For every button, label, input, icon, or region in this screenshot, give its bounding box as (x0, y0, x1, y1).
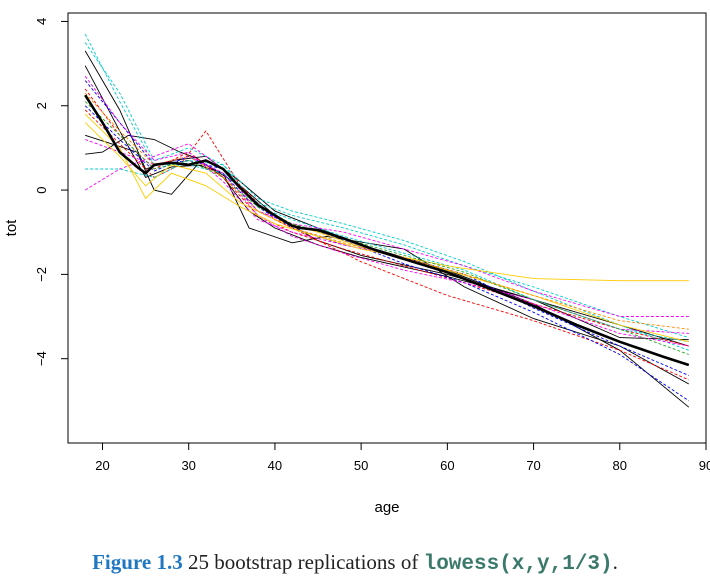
x-axis: 20 30 40 50 60 70 80 90 (95, 442, 710, 473)
x-tick-label-30: 30 (181, 458, 195, 473)
replicate-line-13 (84, 75, 689, 347)
x-tick-label-70: 70 (526, 458, 540, 473)
x-tick-label-80: 80 (613, 458, 627, 473)
y-tick-label-2: 2 (34, 102, 49, 109)
replicate-line-12 (84, 143, 689, 317)
replicate-line-9 (84, 33, 689, 339)
replicate-line-7 (84, 105, 690, 402)
replicate-line-15 (84, 113, 689, 282)
replicate-line-10 (84, 42, 689, 351)
caption-text: 25 bootstrap replications of (187, 550, 419, 574)
replicate-line-14 (85, 139, 689, 334)
x-tick-label-20: 20 (95, 458, 109, 473)
main-lowess-fit (84, 94, 690, 367)
caption-label: Figure 1.3 (92, 550, 183, 574)
x-tick-label-50: 50 (354, 458, 368, 473)
replicate-line-18 (84, 92, 689, 330)
replicate-line-11 (85, 160, 689, 343)
chart: 20 30 40 50 60 70 80 90 −4 −2 0 2 4 age tot (3, 12, 710, 516)
main-fit-line (84, 94, 690, 367)
y-axis: −4 −2 0 2 4 (34, 18, 69, 366)
y-tick-label-4: 4 (34, 18, 49, 25)
y-tick-label--2: −2 (34, 267, 49, 282)
y-tick-label-0: 0 (34, 186, 49, 193)
plot-frame (67, 12, 707, 444)
replicate-line-17 (84, 101, 689, 355)
figure-caption: Figure 1.3 25 bootstrap replications of … (0, 550, 710, 576)
replicate-line-4 (85, 134, 690, 385)
replicate-line-1 (84, 50, 690, 408)
y-axis-title: tot (3, 219, 20, 237)
x-tick-label-60: 60 (440, 458, 454, 473)
x-tick-label-90: 90 (699, 458, 710, 473)
bootstrap-replicates (84, 33, 690, 408)
caption-code: lowess(x,y,1/3) (423, 553, 613, 576)
replicate-line-6 (84, 88, 689, 347)
caption-end: . (612, 550, 618, 574)
x-tick-label-40: 40 (268, 458, 282, 473)
x-axis-title: age (374, 499, 399, 516)
y-tick-label--4: −4 (34, 351, 49, 366)
replicate-line-2 (84, 65, 689, 341)
replicate-line-8 (84, 80, 689, 376)
